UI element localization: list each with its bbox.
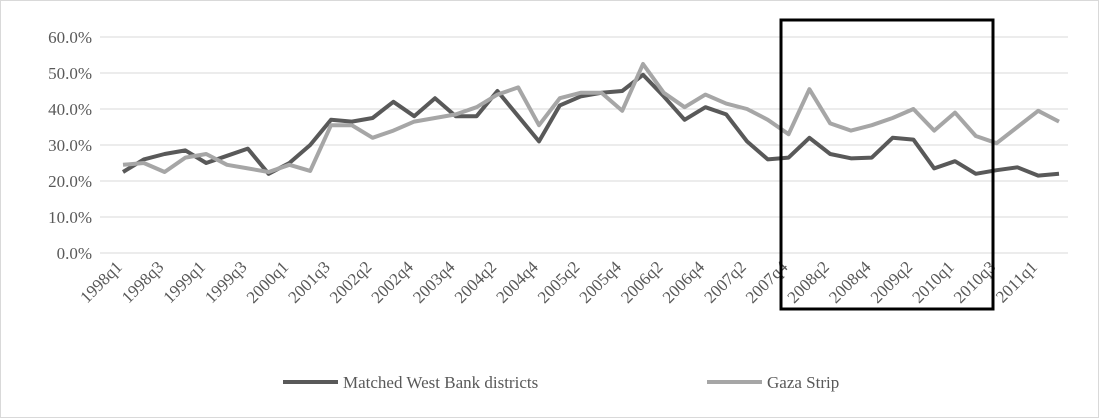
y-tick-label: 20.0% <box>48 172 92 191</box>
y-tick-label: 40.0% <box>48 100 92 119</box>
legend-label: Gaza Strip <box>767 373 839 392</box>
highlight-box <box>779 18 995 311</box>
y-tick-label: 60.0% <box>48 28 92 47</box>
y-tick-label: 30.0% <box>48 136 92 155</box>
y-tick-label: 10.0% <box>48 208 92 227</box>
series-line <box>122 62 1060 174</box>
legend-label: Matched West Bank districts <box>343 373 538 392</box>
y-tick-label: 0.0% <box>57 244 92 263</box>
y-tick-label: 50.0% <box>48 64 92 83</box>
